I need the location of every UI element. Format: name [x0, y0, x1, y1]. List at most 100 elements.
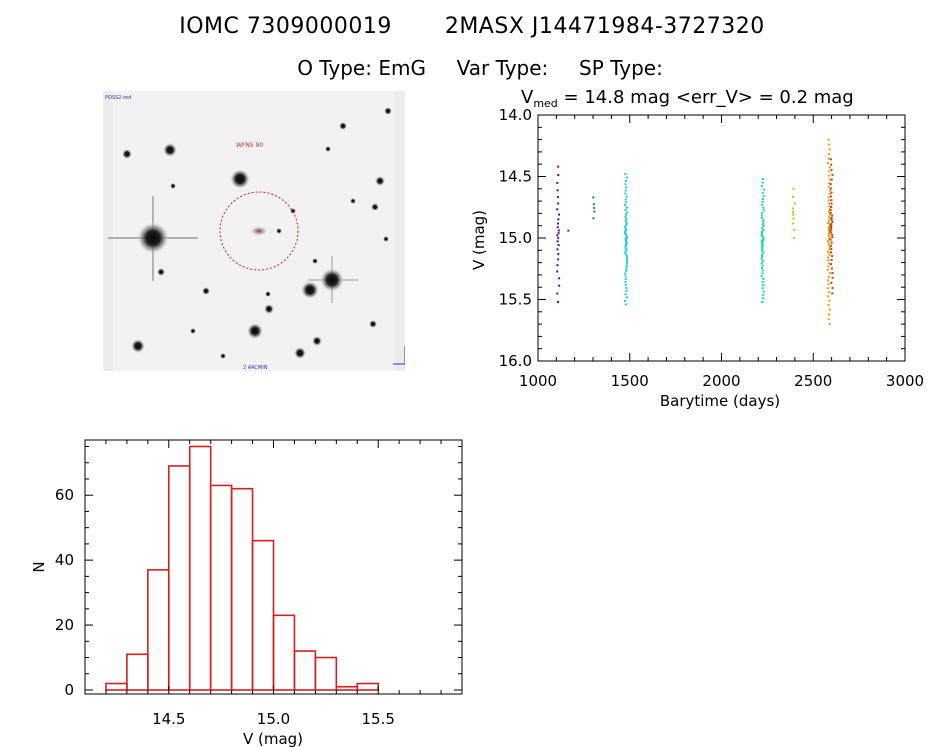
lc-data-point: [792, 187, 795, 190]
hist-bar: [251, 539, 275, 691]
lc-data-point: [792, 211, 795, 214]
lc-data-point: [623, 299, 626, 302]
lc-data-point: [792, 195, 795, 198]
lc-ytick-label: 15.0: [499, 229, 532, 247]
hist-ytick-label: 20: [55, 616, 74, 634]
lc-data-point: [558, 284, 561, 287]
lc-data-point: [828, 148, 831, 151]
lc-data-point: [557, 229, 560, 232]
lc-data-point: [829, 158, 832, 161]
lc-ytick-label: 14.0: [499, 106, 532, 124]
lc-data-point: [557, 253, 560, 256]
lc-data-point: [556, 189, 559, 192]
lc-data-point: [625, 213, 628, 216]
lc-data-point: [830, 267, 833, 270]
lc-data-point: [829, 183, 832, 186]
lc-data-point: [829, 209, 832, 212]
lc-data-point: [557, 300, 560, 303]
lc-data-point: [761, 264, 764, 267]
object-types: O Type: EmG Var Type: SP Type:: [180, 56, 780, 80]
bright-star: [137, 222, 169, 254]
lc-data-point: [760, 203, 763, 206]
lc-data-point: [831, 255, 834, 258]
lc-data-point: [558, 213, 561, 216]
lc-data-point: [827, 157, 830, 160]
lc-data-point: [761, 269, 764, 272]
hist-xlabel: V (mag): [243, 730, 303, 747]
lc-data-point: [556, 208, 559, 211]
lc-data-point: [830, 227, 833, 230]
lc-data-point: [830, 263, 833, 266]
lc-data-point: [828, 223, 831, 226]
lc-data-point: [761, 177, 764, 180]
star: [325, 146, 331, 152]
lc-data-point: [557, 258, 560, 261]
lc-data-point: [827, 196, 830, 199]
lc-data-point: [762, 228, 765, 231]
sky-image-svg: WFN5 90 POSS2 red 2 ARCMIN: [103, 91, 405, 371]
lc-xtick-label: 1000: [519, 372, 557, 390]
lc-data-point: [760, 262, 763, 265]
lc-data-point: [761, 255, 764, 258]
lc-data-point: [625, 256, 628, 259]
lc-ytick-label: 14.5: [499, 168, 532, 186]
hist-ytick-label: 60: [55, 486, 74, 504]
lc-data-point: [828, 246, 831, 249]
lc-data-point: [792, 213, 795, 216]
lc-data-point: [829, 229, 832, 232]
lc-data-point: [826, 279, 829, 282]
lc-data-point: [827, 287, 830, 290]
lc-data-point: [762, 290, 765, 293]
lc-data-point: [624, 215, 627, 218]
lc-data-point: [827, 153, 830, 156]
lc-data-point: [556, 234, 559, 237]
lc-data-point: [762, 284, 765, 287]
star: [265, 291, 271, 297]
lc-data-point: [761, 243, 764, 246]
lc-data-point: [827, 283, 830, 286]
lc-data-point: [829, 226, 832, 229]
lc-data-point: [625, 195, 628, 198]
lc-data-point: [830, 241, 833, 244]
lc-data-point: [625, 267, 628, 270]
bright-star: [320, 268, 344, 292]
lc-data-point: [829, 231, 832, 234]
lc-data-point: [557, 196, 560, 199]
lc-data-point: [761, 181, 764, 184]
star: [369, 320, 377, 328]
lc-data-point: [827, 199, 830, 202]
lc-data-point: [761, 200, 764, 203]
lc-data-point: [761, 287, 764, 290]
lc-data-point: [762, 293, 765, 296]
lc-data-point: [556, 248, 559, 251]
star: [131, 339, 145, 353]
lc-data-point: [557, 244, 560, 247]
lc-data-point: [826, 268, 829, 271]
star: [384, 107, 392, 115]
lc-data-point: [592, 203, 595, 206]
lc-data-point: [624, 243, 627, 246]
lc-data-point: [556, 270, 559, 273]
lc-data-point: [761, 211, 764, 214]
target-galaxy: [250, 226, 268, 236]
star: [170, 183, 176, 189]
lc-data-point: [557, 174, 560, 177]
lc-data-point: [760, 275, 763, 278]
lc-data-point: [827, 138, 830, 141]
lc-data-point: [624, 275, 627, 278]
hist-bar: [167, 465, 191, 691]
lc-data-point: [625, 265, 628, 268]
lc-data-point: [761, 191, 764, 194]
hist-bar: [188, 445, 212, 691]
lc-data-point: [826, 239, 829, 242]
lc-data-point: [827, 262, 830, 265]
lc-data-point: [793, 202, 796, 205]
lc-data-point: [624, 192, 627, 195]
hist-bar: [209, 484, 233, 691]
survey-label: POSS2 red: [105, 95, 131, 101]
lc-data-point: [624, 183, 627, 186]
lc-data-point: [593, 210, 596, 213]
lc-data-point: [556, 240, 559, 243]
lc-data-point: [625, 223, 628, 226]
lc-data-point: [557, 232, 560, 235]
